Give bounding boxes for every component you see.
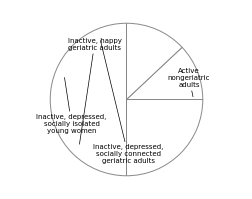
Wedge shape [126,47,202,100]
Wedge shape [50,23,126,176]
Wedge shape [126,100,202,176]
Wedge shape [126,23,181,100]
Text: Inactive, depressed,
socially isolated
young women: Inactive, depressed, socially isolated y… [36,78,106,134]
Text: Inactive, depressed,
socially connected
geriatric adults: Inactive, depressed, socially connected … [92,41,163,164]
Text: Active
nongeriatric
adults: Active nongeriatric adults [167,68,209,97]
Text: Inactive, happy
geriatric adults: Inactive, happy geriatric adults [67,38,121,144]
